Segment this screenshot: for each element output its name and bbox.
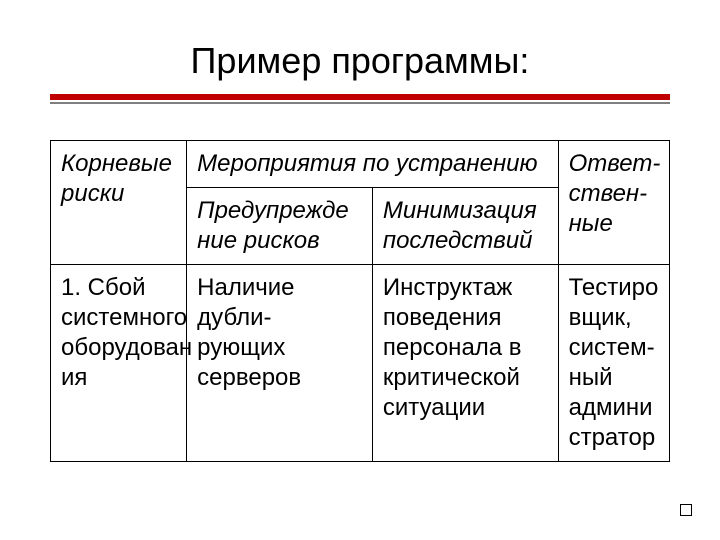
title-rule	[50, 94, 670, 104]
header-activities: Мероприятия по устранению	[187, 141, 558, 188]
header-minimization: Минимизация последствий	[372, 188, 558, 265]
header-root-risks: Корневые риски	[51, 141, 187, 265]
slide: Пример программы: Корневые риски Меропри…	[0, 0, 720, 540]
cell-prevention: Наличие дубли- рующих серверов	[187, 265, 373, 462]
slide-title: Пример программы:	[50, 40, 670, 82]
header-responsible: Ответ- ствен- ные	[558, 141, 669, 265]
slide-footer-marker-icon	[680, 504, 692, 516]
cell-root-risk: 1. Сбой системного оборудован ия	[51, 265, 187, 462]
cell-minimization: Инструктаж поведения персонала в критиче…	[372, 265, 558, 462]
header-prevention: Предупрежде ние рисков	[187, 188, 373, 265]
table-header-row-1: Корневые риски Мероприятия по устранению…	[51, 141, 670, 188]
table-row: 1. Сбой системного оборудован ия Наличие…	[51, 265, 670, 462]
rule-red-bar	[50, 94, 670, 100]
cell-responsible: Тестиро вщик, систем- ный админи стратор	[558, 265, 669, 462]
rule-gray-bar	[50, 102, 670, 104]
program-table: Корневые риски Мероприятия по устранению…	[50, 140, 670, 462]
